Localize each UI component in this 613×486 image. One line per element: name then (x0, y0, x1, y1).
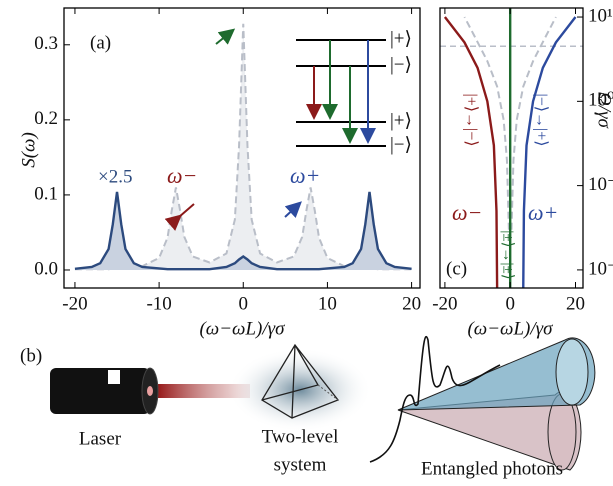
panel-label: (c) (446, 258, 467, 279)
level-label: |+⟩ (390, 28, 412, 49)
level-label: |−⟩ (390, 134, 412, 155)
level-label: |−⟩ (390, 54, 412, 75)
x-tick-label: 0 (239, 293, 249, 314)
x-tick-label: 10 (318, 293, 337, 314)
y-tick-label: 10¹ (588, 5, 613, 26)
output-label: Entangled photons (421, 458, 563, 479)
level-label: |+⟩ (390, 110, 412, 131)
plots: -20-10010200.00.10.20.3-2002010¹10⁰10⁻¹1… (34, 5, 613, 314)
panel-label: (a) (90, 32, 111, 53)
x-tick-label: -10 (146, 293, 171, 314)
y-tick-label: 10⁻¹ (588, 174, 613, 195)
x-axis-label: (ω−ωL)/γσ (199, 318, 285, 339)
omega-plus: ω+ (528, 200, 558, 225)
x-tick-label: 0 (505, 293, 515, 314)
y-tick-label: 10⁻² (588, 258, 613, 279)
y-tick-label: 0.2 (34, 108, 58, 129)
y-tick-label: 0.1 (34, 183, 58, 204)
level-scheme (296, 40, 386, 146)
omega-plus: ω+ (290, 163, 320, 188)
transition-label: |+⟩→|−⟩ (462, 94, 479, 147)
y-tick-label: 0.3 (34, 33, 58, 54)
line (523, 17, 575, 289)
figure: -20-10010200.00.10.20.3-2002010¹10⁰10⁻¹1… (0, 0, 613, 486)
y-axis-label: Ω/γσ (594, 92, 613, 129)
x-tick-label: 20 (402, 293, 421, 314)
x-tick-label: -20 (62, 293, 87, 314)
omega-minus: ω− (167, 163, 197, 188)
two-level-icon (228, 345, 372, 432)
arrow (179, 204, 194, 217)
x-axis-label: (ω−ωL)/γσ (467, 318, 553, 339)
system-label: system (274, 454, 327, 475)
arrow (216, 31, 232, 44)
y-axis-label: S(ω) (18, 132, 39, 168)
arrow (285, 204, 299, 217)
panel-label: (b) (20, 345, 42, 366)
system-label: Two-level (262, 426, 339, 447)
laser-icon (50, 368, 250, 414)
laser-label: Laser (79, 428, 122, 449)
y-tick-label: 0.0 (34, 258, 58, 279)
transition-label: |−⟩→|+⟩ (532, 94, 549, 147)
scale-note: ×2.5 (98, 166, 132, 187)
x-tick-label: -20 (432, 293, 457, 314)
line (445, 17, 497, 289)
x-tick-label: 20 (566, 293, 585, 314)
omega-minus: ω− (452, 200, 482, 225)
transition-label: |±⟩→|±⟩ (500, 230, 516, 279)
photons-icon (370, 337, 595, 470)
